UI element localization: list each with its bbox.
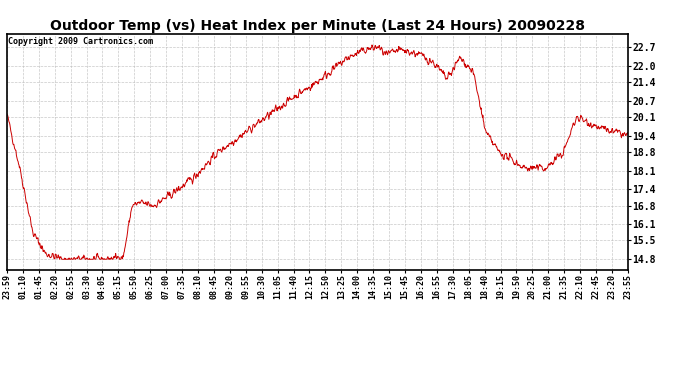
Title: Outdoor Temp (vs) Heat Index per Minute (Last 24 Hours) 20090228: Outdoor Temp (vs) Heat Index per Minute … (50, 19, 585, 33)
Text: Copyright 2009 Cartronics.com: Copyright 2009 Cartronics.com (8, 37, 153, 46)
